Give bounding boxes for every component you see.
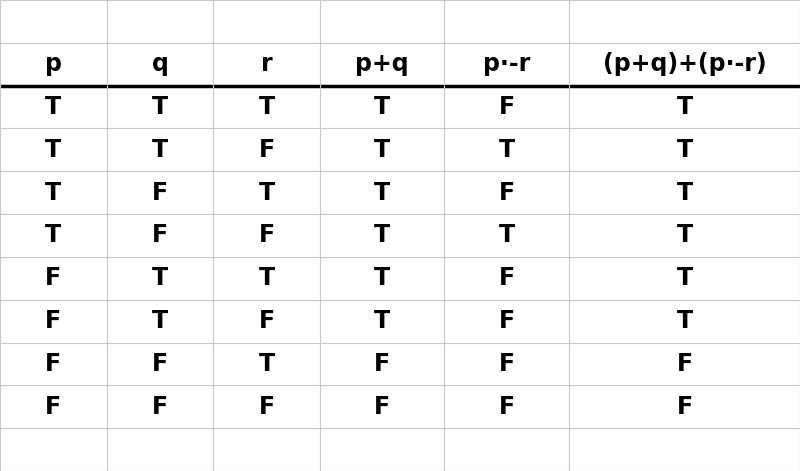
Text: T: T <box>258 95 274 119</box>
Text: T: T <box>152 266 168 290</box>
Text: F: F <box>258 309 274 333</box>
Text: T: T <box>374 309 390 333</box>
Text: T: T <box>676 309 693 333</box>
Text: T: T <box>374 181 390 205</box>
Text: F: F <box>258 138 274 162</box>
Text: F: F <box>152 352 168 376</box>
Text: T: T <box>374 266 390 290</box>
Text: T: T <box>46 224 62 247</box>
Text: F: F <box>676 395 693 419</box>
Text: F: F <box>46 395 62 419</box>
Text: F: F <box>258 395 274 419</box>
Text: T: T <box>374 138 390 162</box>
Text: T: T <box>676 224 693 247</box>
Text: F: F <box>374 395 390 419</box>
Text: r: r <box>261 52 273 76</box>
Text: F: F <box>46 352 62 376</box>
Text: T: T <box>374 224 390 247</box>
Text: F: F <box>498 309 514 333</box>
Text: T: T <box>258 352 274 376</box>
Text: F: F <box>498 266 514 290</box>
Text: F: F <box>498 395 514 419</box>
Text: F: F <box>152 395 168 419</box>
Text: (p+q)+(p·-r): (p+q)+(p·-r) <box>602 52 766 76</box>
Text: T: T <box>46 95 62 119</box>
Text: p+q: p+q <box>355 52 409 76</box>
Text: F: F <box>258 224 274 247</box>
Text: F: F <box>374 352 390 376</box>
Text: F: F <box>46 309 62 333</box>
Text: T: T <box>258 266 274 290</box>
Text: T: T <box>258 181 274 205</box>
Text: F: F <box>46 266 62 290</box>
Text: F: F <box>498 95 514 119</box>
Text: F: F <box>498 352 514 376</box>
Text: T: T <box>152 138 168 162</box>
Text: T: T <box>46 181 62 205</box>
Text: F: F <box>152 224 168 247</box>
Text: T: T <box>498 224 514 247</box>
Text: T: T <box>374 95 390 119</box>
Text: T: T <box>152 95 168 119</box>
Text: p: p <box>45 52 62 76</box>
Text: T: T <box>676 266 693 290</box>
Text: q: q <box>151 52 169 76</box>
Text: T: T <box>46 138 62 162</box>
Text: T: T <box>676 95 693 119</box>
Text: F: F <box>498 181 514 205</box>
Text: p·-r: p·-r <box>483 52 530 76</box>
Text: F: F <box>152 181 168 205</box>
Text: T: T <box>676 181 693 205</box>
Text: T: T <box>676 138 693 162</box>
Text: F: F <box>676 352 693 376</box>
Text: T: T <box>152 309 168 333</box>
Text: T: T <box>498 138 514 162</box>
